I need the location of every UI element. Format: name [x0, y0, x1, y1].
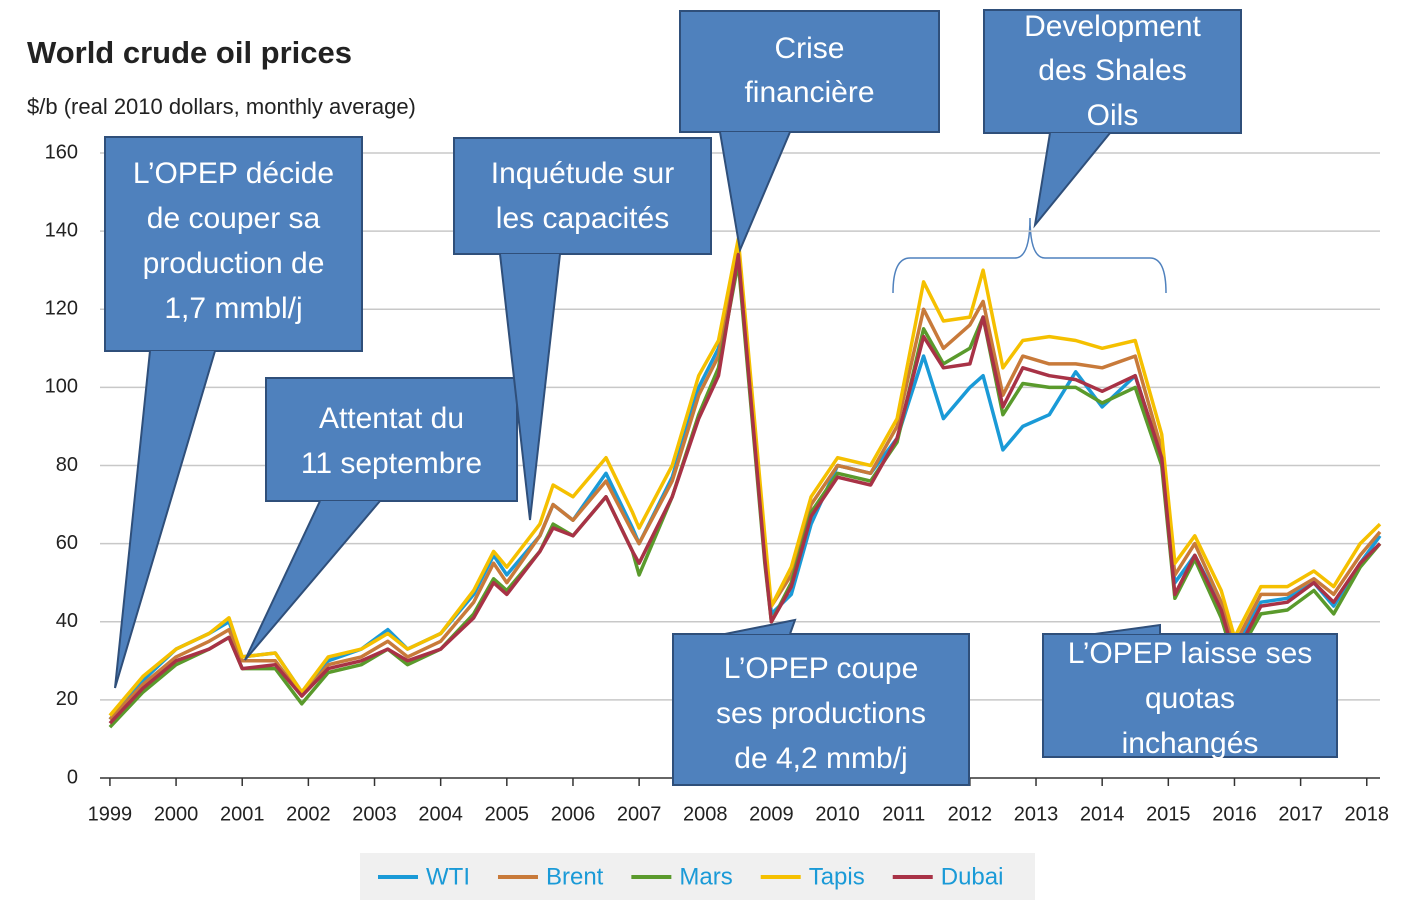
x-tick-label: 2011 — [882, 803, 925, 825]
callout-text: L’OPEP laisse ses — [1068, 637, 1313, 670]
legend-label: Dubai — [941, 863, 1004, 890]
callout-text: L’OPEP décide — [133, 157, 334, 190]
callout-text: 1,7 mmbl/j — [164, 292, 302, 325]
x-tick-label: 2009 — [749, 803, 794, 825]
callout-pointer-edge — [724, 618, 797, 635]
y-tick-label: 40 — [56, 610, 78, 632]
legend-label: Brent — [546, 863, 604, 890]
callout: L’OPEP laisse ses quotas inchangés — [1042, 623, 1338, 760]
x-tick-label: 2005 — [485, 803, 530, 825]
x-tick-label: 2000 — [154, 803, 199, 825]
x-tick-label: 2010 — [815, 803, 860, 825]
callout-text: 11 septembre — [301, 447, 482, 480]
callout-text: financière — [744, 76, 874, 109]
callout-pointer-edge — [244, 500, 381, 661]
x-tick-label: 2013 — [1014, 803, 1059, 825]
callout-pointer-edge — [1094, 623, 1161, 635]
legend-label: Tapis — [809, 863, 865, 890]
callout-text: Development — [1024, 10, 1201, 43]
callout-pointer — [720, 132, 790, 250]
callout-text: ses productions — [716, 697, 926, 730]
callout-pointer-edge — [114, 350, 216, 689]
x-tick-label: 2014 — [1080, 803, 1125, 825]
series-line — [108, 237, 1382, 717]
callout-box — [453, 137, 712, 255]
y-tick-label: 80 — [56, 454, 78, 476]
callout-text: Crise — [774, 32, 844, 65]
callout-text: quotas — [1145, 682, 1235, 715]
callout-box — [265, 377, 518, 502]
callout-box — [104, 136, 363, 352]
y-tick-label: 0 — [67, 766, 78, 788]
x-tick-label: 2001 — [220, 803, 265, 825]
callout-text: Attentat du — [319, 402, 464, 435]
callout-text: de 4,2 mmb/j — [734, 742, 907, 775]
callout: L’OPEP décide de couper sa production de 1,… — [104, 136, 363, 689]
x-tick-label: 2006 — [551, 803, 596, 825]
callout-box — [983, 9, 1242, 134]
x-tick-label: 2004 — [418, 803, 463, 825]
x-tick-label: 2018 — [1345, 803, 1390, 825]
callout-pointer — [500, 254, 560, 520]
legend-label: WTI — [426, 863, 470, 890]
callout: Inquétude sur les capacités — [453, 137, 712, 521]
callout-box — [1042, 633, 1338, 758]
x-tick-label: 2008 — [683, 803, 728, 825]
y-tick-label: 100 — [45, 376, 78, 398]
callout: Attentat du 11 septembre — [244, 377, 518, 661]
callout: Development des Shales Oils — [983, 9, 1242, 229]
callout-box — [672, 633, 970, 786]
callout: L’OPEP coupe ses productions de 4,2 mmb/j — [672, 618, 970, 786]
callout-pointer-edge — [499, 253, 561, 521]
bracket — [892, 217, 1167, 294]
callout-text: production de — [143, 247, 325, 280]
callout-text: Inquétude sur — [491, 157, 674, 190]
x-tick-label: 2002 — [286, 803, 331, 825]
x-tick-label: 2007 — [617, 803, 662, 825]
callout-pointer-edge — [1033, 132, 1111, 229]
chart-subtitle: $/b (real 2010 dollars, monthly average) — [27, 94, 416, 119]
callout-box — [679, 10, 940, 133]
callout-text: de couper sa — [147, 202, 321, 235]
callout-pointer-edge — [719, 131, 791, 254]
series-line — [108, 252, 1382, 725]
callout-text: les capacités — [496, 202, 669, 235]
callout-text: L’OPEP coupe — [724, 652, 919, 685]
callout-text: des Shales — [1038, 54, 1186, 87]
callout-text: inchangés — [1122, 727, 1259, 760]
y-tick-label: 160 — [45, 141, 78, 163]
callout-text: Oils — [1087, 99, 1139, 132]
x-tick-label: 2017 — [1278, 803, 1323, 825]
chart-title: World crude oil prices — [27, 35, 352, 70]
callout: Crise financière — [679, 10, 940, 254]
x-tick-label: 1999 — [88, 803, 133, 825]
y-tick-label: 120 — [45, 298, 78, 320]
x-tick-label: 2015 — [1146, 803, 1191, 825]
legend-label: Mars — [679, 863, 732, 890]
y-tick-label: 20 — [56, 688, 78, 710]
x-tick-label: 2016 — [1212, 803, 1257, 825]
y-tick-label: 140 — [45, 219, 78, 241]
x-tick-label: 2003 — [352, 803, 397, 825]
x-tick-label: 2012 — [948, 803, 993, 825]
y-tick-label: 60 — [56, 532, 78, 554]
